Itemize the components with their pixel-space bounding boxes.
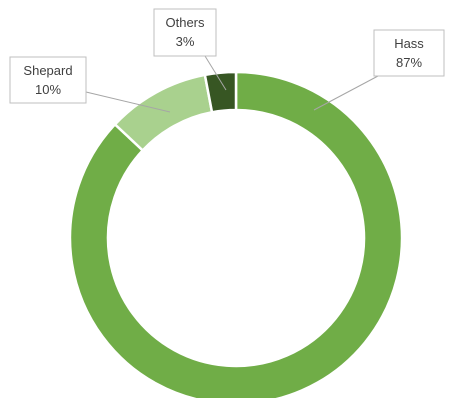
category-label-shepard: Shepard bbox=[23, 63, 72, 78]
leader-line-others bbox=[204, 55, 227, 91]
value-label-others: 3% bbox=[176, 34, 195, 49]
callout-box-others bbox=[153, 8, 217, 57]
value-label-hass: 87% bbox=[396, 55, 422, 70]
category-label-hass: Hass bbox=[394, 36, 424, 51]
callout-box-hass bbox=[373, 29, 445, 77]
donut-slice-shepard bbox=[113, 73, 214, 153]
leader-line-shepard bbox=[85, 91, 171, 113]
donut-slice-hass bbox=[68, 70, 404, 398]
value-label-shepard: 10% bbox=[35, 82, 61, 97]
category-label-others: Others bbox=[165, 15, 205, 30]
callout-box-shepard bbox=[9, 56, 87, 104]
leader-line-hass bbox=[313, 75, 379, 111]
